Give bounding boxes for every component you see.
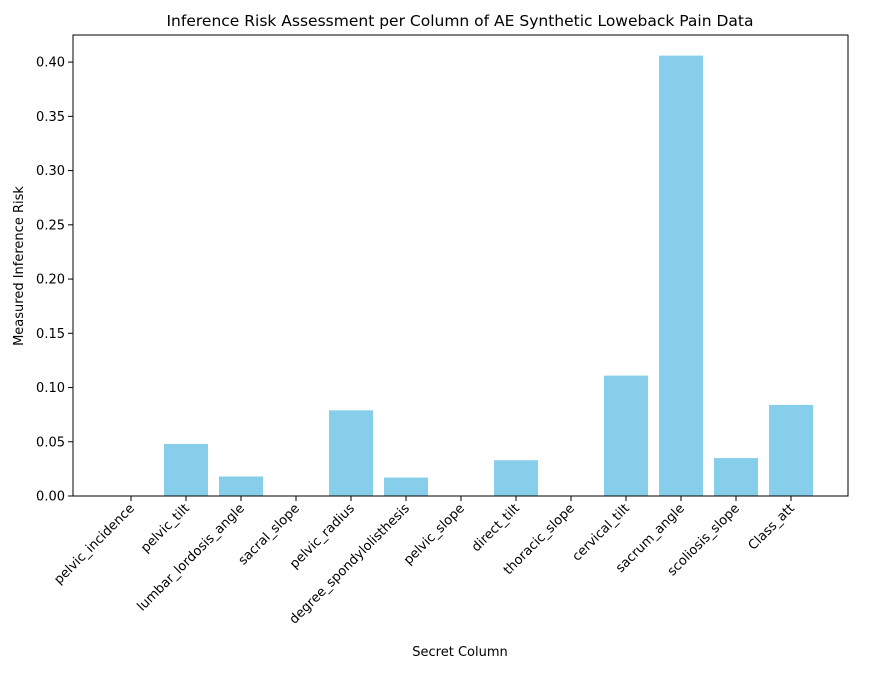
y-axis-title: Measured Inference Risk [12,186,27,346]
y-tick-label: 0.40 [36,56,65,71]
y-tick-label: 0.35 [36,110,65,125]
x-tick-label: Class_att [746,501,798,553]
y-tick-label: 0.10 [36,381,65,396]
bar-pelvic_tilt [164,443,208,496]
x-axis-title: Secret Column [412,645,507,660]
x-tick-label: direct_tilt [469,501,523,555]
x-tick-label: degree_spondylolisthesis [287,501,413,627]
x-axis: pelvic_incidence pelvic_tiltlumbar_lordos… [52,496,798,627]
y-tick-label: 0.15 [36,327,65,342]
bar-cervical_tilt [604,375,648,496]
bar-scoliosis_slope [714,458,758,496]
plot-area-frame [72,34,849,497]
bar-pelvic_radius [329,410,373,496]
bars-group [164,55,813,497]
y-tick-label: 0.25 [36,218,65,233]
y-tick-label: 0.05 [36,435,65,450]
x-tick-label: pelvic_incidence [52,501,138,587]
bar-Class_att [769,404,813,496]
bar-degree_spondylolisthesis [384,477,428,496]
y-axis: 0.00 0.05 0.10 0.15 0.20 0.25 0.30 0.35 0.40 [36,56,73,505]
bar-direct_tilt [494,460,538,496]
bar-lumbar_lordosis_angle [219,476,263,496]
x-tick-label: lumbar_lordosis_angle [135,501,248,614]
chart-title: Inference Risk Assessment per Column of … [166,12,753,30]
x-tick-label: pelvic_tilt [138,501,193,556]
bar-sacrum_angle [659,55,703,497]
y-tick-label: 0.20 [36,273,65,288]
y-tick-label: 0.00 [36,490,65,505]
y-tick-label: 0.30 [36,164,65,179]
